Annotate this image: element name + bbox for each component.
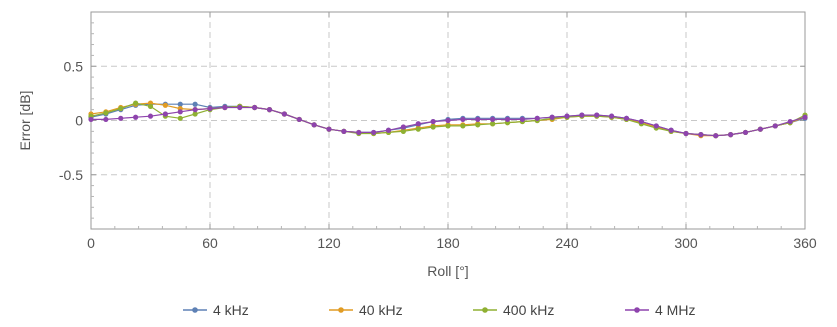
data-point xyxy=(430,118,436,125)
data-point xyxy=(103,110,109,116)
data-point xyxy=(415,121,421,127)
data-point xyxy=(698,132,704,138)
series xyxy=(88,104,808,139)
data-point xyxy=(162,102,168,108)
data-series xyxy=(88,100,808,139)
legend-label: 4 kHz xyxy=(213,302,249,318)
data-point xyxy=(266,107,273,113)
legend-marker xyxy=(482,307,488,313)
legend-label: 4 MHz xyxy=(655,302,695,318)
data-point xyxy=(341,128,347,134)
data-point xyxy=(460,123,466,129)
legend-marker xyxy=(192,307,198,313)
data-point xyxy=(534,115,540,121)
data-point xyxy=(88,116,94,123)
x-tick-label: 120 xyxy=(317,235,341,251)
data-point xyxy=(638,118,644,125)
data-point xyxy=(460,116,466,123)
data-point xyxy=(490,116,496,123)
legend-marker xyxy=(338,307,344,313)
data-point xyxy=(609,113,615,119)
data-point xyxy=(177,115,183,121)
data-point xyxy=(490,121,496,127)
x-axis-title: Roll [°] xyxy=(427,263,468,279)
data-point xyxy=(207,105,213,112)
data-point xyxy=(415,126,421,132)
data-point xyxy=(177,109,183,115)
data-point xyxy=(400,128,406,134)
y-tick-label: 0.5 xyxy=(64,58,84,74)
data-point xyxy=(177,101,183,107)
data-point xyxy=(118,105,124,112)
data-point xyxy=(237,104,243,111)
legend-label: 400 kHz xyxy=(503,302,554,318)
data-point xyxy=(564,113,570,119)
data-point xyxy=(356,129,362,136)
axis-ticks: 0 60 120 180 240 300 360 0.5 0 -0.5 xyxy=(59,12,817,251)
data-point xyxy=(118,115,124,121)
data-point xyxy=(192,101,198,107)
x-tick-label: 240 xyxy=(555,235,579,251)
data-point xyxy=(787,118,793,125)
data-point xyxy=(222,104,228,111)
y-tick-label: -0.5 xyxy=(59,167,83,183)
data-point xyxy=(252,104,258,111)
data-point xyxy=(147,113,154,119)
data-point xyxy=(192,111,198,117)
y-tick-label: 0 xyxy=(75,113,83,129)
data-point xyxy=(713,133,719,139)
data-point xyxy=(296,116,302,123)
data-point xyxy=(802,114,808,120)
data-point xyxy=(504,116,511,123)
y-axis-title: Error [dB] xyxy=(17,91,33,151)
x-tick-label: 0 xyxy=(87,235,95,251)
data-point xyxy=(400,124,406,130)
data-point xyxy=(281,111,287,117)
legend-label: 40 kHz xyxy=(359,302,403,318)
data-point xyxy=(653,123,659,129)
data-point xyxy=(147,103,154,109)
data-point xyxy=(772,123,778,129)
data-point xyxy=(445,123,451,129)
data-point xyxy=(668,127,674,133)
data-point xyxy=(728,132,734,138)
data-point xyxy=(594,112,600,118)
data-point xyxy=(430,124,436,130)
data-point xyxy=(133,100,139,106)
data-point xyxy=(475,116,481,123)
data-point xyxy=(162,111,168,117)
data-point xyxy=(371,129,377,136)
data-point xyxy=(549,114,555,120)
x-tick-label: 60 xyxy=(202,235,218,251)
data-point xyxy=(519,116,525,123)
x-tick-label: 180 xyxy=(436,235,460,251)
legend-marker xyxy=(634,307,640,313)
data-point xyxy=(385,127,392,133)
data-point xyxy=(133,114,139,120)
legend: 4 kHz 40 kHz 400 kHz 4 MHz xyxy=(183,302,695,318)
data-point xyxy=(326,126,332,132)
data-point xyxy=(192,107,198,113)
data-point xyxy=(445,117,451,124)
data-point xyxy=(103,116,109,123)
data-point xyxy=(742,129,749,136)
data-point xyxy=(623,115,630,121)
x-tick-label: 300 xyxy=(674,235,698,251)
grid-lines xyxy=(91,12,805,229)
data-point xyxy=(311,122,317,128)
data-point xyxy=(475,122,481,128)
data-point xyxy=(757,126,763,132)
data-point xyxy=(683,130,689,137)
data-point xyxy=(579,112,585,118)
x-tick-label: 360 xyxy=(793,235,817,251)
